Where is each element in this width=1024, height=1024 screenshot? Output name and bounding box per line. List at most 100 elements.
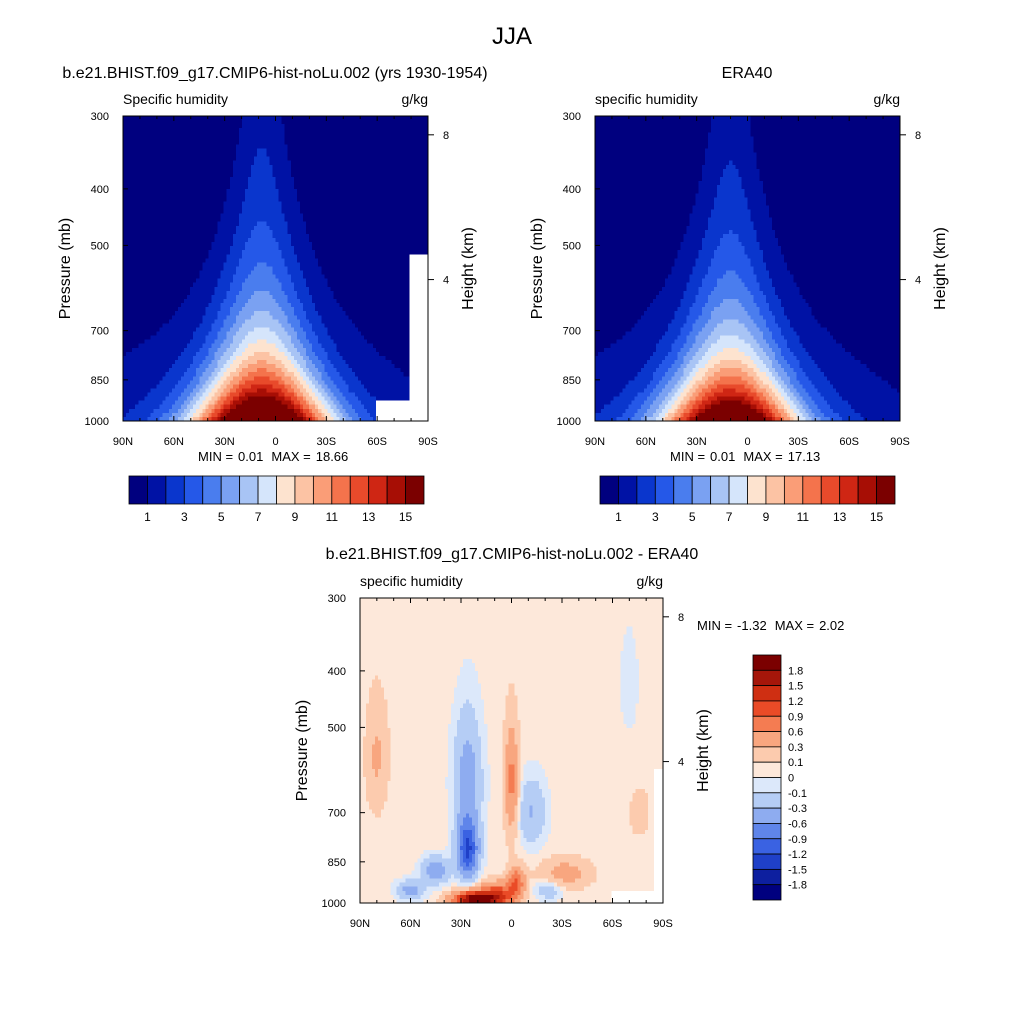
chart1-cell	[738, 238, 758, 243]
chart1-colorbar-swatch	[618, 475, 638, 505]
chart1-cell	[823, 372, 877, 377]
chart2-cell	[526, 862, 540, 867]
chart1-cell	[747, 201, 767, 207]
chart2-cell	[441, 854, 452, 859]
chart0-cell	[296, 412, 304, 418]
chart0-cell	[318, 396, 325, 402]
chart1-cell	[756, 392, 764, 398]
chart2-cell	[523, 846, 543, 851]
chart0-cell	[269, 311, 286, 316]
chart0-cell	[293, 250, 316, 255]
chart1-cell	[692, 343, 703, 349]
chart2-y-tick-label: 300	[328, 593, 346, 605]
chart1-cell	[625, 331, 666, 337]
chart0-cell	[226, 335, 234, 341]
chart0-cell	[287, 331, 298, 337]
chart1-cell	[698, 189, 718, 194]
chart1-cell	[842, 396, 900, 402]
chart1-cell	[662, 416, 666, 421]
chart1-colorbar-swatch	[783, 475, 804, 505]
chart0-cell	[302, 396, 307, 402]
chart2-cell	[463, 850, 467, 855]
chart1-cell	[784, 258, 900, 263]
chart0-cell	[232, 233, 252, 239]
chart2-cell	[653, 797, 663, 802]
chart2-cell	[517, 715, 625, 721]
chart0-cell	[123, 388, 152, 394]
chart1-cell	[799, 416, 807, 421]
chart2-cell	[378, 736, 391, 741]
chart2-cell	[444, 776, 455, 782]
chart1-cell	[732, 229, 758, 235]
chart1-cell	[729, 229, 733, 235]
chart0-cell	[235, 229, 252, 235]
chart1-cell	[796, 282, 900, 288]
chart0-cell	[318, 408, 322, 414]
chart0-cell	[309, 286, 331, 292]
chart2-cell	[456, 894, 461, 900]
chart1-cell	[683, 388, 691, 394]
chart1-colorbar-swatch	[747, 475, 767, 505]
chart1-cell	[595, 116, 712, 121]
chart1-cell	[680, 347, 691, 353]
chart0-cell	[123, 221, 219, 227]
chart2-cell	[647, 797, 655, 802]
chart2-cell	[475, 833, 479, 839]
chart2-cell	[653, 862, 663, 867]
chart2-cell	[484, 707, 507, 713]
chart2-cell	[390, 772, 449, 778]
chart2-cell	[384, 801, 449, 806]
chart2-cell	[384, 691, 455, 697]
chart2-cell	[420, 870, 428, 876]
chart2-cell	[478, 825, 485, 831]
chart1-cell	[683, 380, 691, 385]
chart1-cell	[595, 205, 694, 211]
chart0-cell	[409, 270, 428, 276]
chart2-cell	[481, 691, 510, 697]
chart0-cell	[241, 205, 283, 211]
chart1-x-tick-label: 90N	[585, 436, 605, 448]
chart0-cell	[245, 242, 280, 247]
chart2-cell	[456, 821, 464, 827]
chart0-cell	[193, 331, 209, 337]
chart1-cell	[765, 412, 773, 418]
chart2-cell	[514, 728, 522, 733]
chart2-cell	[526, 760, 540, 766]
chart2-cell	[387, 785, 446, 790]
chart1-cell	[631, 416, 642, 421]
chart0-cell	[217, 372, 225, 377]
chart0-cell	[245, 193, 280, 198]
chart0-field	[123, 116, 428, 421]
chart2-cell	[472, 882, 476, 888]
chart2-cell	[517, 776, 522, 782]
chart0-cell	[187, 343, 203, 349]
chart2-cell	[638, 659, 663, 664]
chart1-cell	[710, 258, 752, 263]
chart2-cell	[505, 695, 519, 701]
chart2-colorbar-label: 0	[788, 773, 794, 785]
chart0-cell	[296, 396, 304, 402]
chart0-cell	[321, 400, 328, 406]
chart0-y-tick-label: 1000	[85, 416, 109, 428]
chart2-cell	[360, 768, 364, 774]
chart2-cell	[360, 638, 625, 644]
chart0-cell	[220, 368, 228, 373]
chart1-cell	[677, 351, 688, 357]
chart1-cell	[637, 392, 651, 398]
chart0-cell	[147, 416, 161, 421]
chart1-cell	[701, 396, 709, 402]
chart0-cell	[373, 416, 377, 421]
chart0-cell	[299, 323, 313, 329]
chart2-cell	[484, 776, 491, 782]
chart1-cell	[717, 189, 746, 194]
chart2-cell	[456, 833, 461, 839]
chart1-cell	[744, 323, 758, 329]
chart2-cell	[538, 785, 549, 790]
chart2-cell	[475, 805, 482, 811]
chart2-cell	[523, 890, 531, 896]
chart0-cell	[409, 254, 428, 259]
chart1-cell	[680, 384, 688, 390]
chart1-cell	[823, 412, 840, 418]
chart1-cell	[683, 408, 691, 414]
chart2-cell	[541, 764, 663, 770]
